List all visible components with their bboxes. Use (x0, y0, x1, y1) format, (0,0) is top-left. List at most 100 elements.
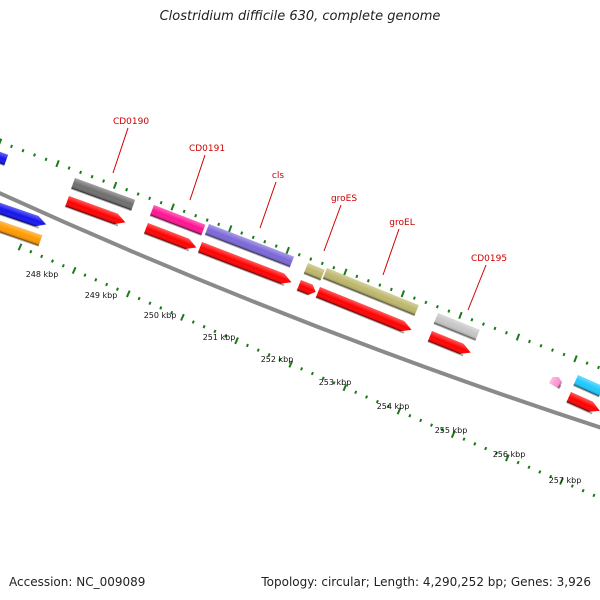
inner-tick (332, 381, 336, 385)
outer-tick (240, 231, 244, 235)
outer-tick (125, 187, 129, 192)
inner-tick (256, 348, 260, 352)
inner-tick (473, 442, 477, 446)
outer-tick (320, 261, 324, 266)
outer-tick (21, 148, 25, 153)
outer-tick (10, 144, 13, 149)
inner-tick (213, 329, 217, 334)
cds-groel (315, 287, 412, 334)
outer-tick (585, 361, 589, 365)
outer-tick (251, 235, 255, 240)
outer-tick (528, 339, 531, 344)
cds-cls (197, 242, 292, 287)
outer-tick (573, 355, 578, 363)
outer-tick (228, 225, 233, 233)
label-leader (112, 127, 129, 174)
inner-tick (234, 337, 239, 345)
outer-tick (79, 170, 83, 175)
gene-label: CD0190 (113, 117, 149, 127)
gene-label: CD0191 (189, 144, 225, 154)
gene-cyan-right (573, 375, 600, 398)
inner-tick (17, 243, 23, 251)
inner-tick (365, 395, 369, 399)
cds-cd0195 (427, 331, 471, 357)
outer-tick-ring (0, 138, 600, 370)
inner-tick (375, 399, 379, 404)
tick-label: 252 kbp (261, 355, 294, 364)
inner-tick (321, 376, 325, 380)
inner-tick (180, 313, 185, 321)
tick-label: 255 kbp (435, 426, 468, 435)
inner-tick (278, 357, 282, 362)
inner-tick (440, 428, 444, 432)
inner-tick (148, 301, 152, 306)
tick-label: 249 kbp (85, 291, 118, 300)
label-leader (382, 228, 400, 276)
outer-tick (504, 331, 508, 335)
inner-tick (484, 446, 488, 451)
inner-tick (408, 413, 412, 418)
gene-groes (303, 263, 325, 281)
inner-tick (105, 282, 109, 287)
outer-tick (112, 181, 118, 189)
inner-tick (170, 310, 174, 315)
inner-tick (581, 488, 585, 493)
outer-tick (285, 246, 290, 255)
cds-groes (296, 280, 316, 296)
outer-tick (597, 365, 600, 370)
outer-tick (274, 244, 278, 248)
outer-tick (389, 287, 393, 292)
inner-tick (538, 470, 542, 474)
inner-tick (71, 266, 77, 275)
genome-backbone (0, 191, 600, 430)
outer-tick (194, 213, 198, 218)
inner-tick-ring (17, 243, 596, 498)
inner-tick (267, 353, 271, 357)
inner-tick (494, 451, 499, 455)
gene-cls (204, 224, 294, 268)
outer-tick (470, 318, 474, 322)
label-leader (467, 264, 487, 311)
outer-tick (55, 160, 60, 168)
outer-tick (159, 200, 163, 205)
outer-tick (400, 290, 406, 298)
accession-text: Accession: NC_009089 (9, 575, 146, 589)
outer-tick (136, 192, 140, 196)
gene-cd0195 (433, 313, 480, 341)
inner-tick (430, 423, 434, 427)
outer-tick (217, 222, 221, 227)
inner-tick (396, 407, 402, 415)
inner-tick (288, 360, 294, 368)
outer-tick (205, 218, 209, 222)
outer-tick (148, 196, 152, 201)
outer-tick (170, 203, 175, 211)
outer-tick (481, 322, 485, 326)
outer-tick (378, 283, 382, 287)
gene-cd0191 (149, 205, 206, 236)
tick-label: 248 kbp (26, 270, 59, 279)
inner-tick (191, 320, 195, 324)
inner-tick (516, 460, 520, 465)
gene-label: groES (331, 194, 357, 204)
inner-tick (342, 383, 348, 392)
label-leader (189, 154, 206, 201)
outer-tick (424, 300, 428, 305)
gene-blue-lower (0, 201, 47, 229)
inner-tick (29, 249, 33, 254)
inner-tick (83, 273, 87, 277)
outer-tick (447, 309, 451, 313)
inner-tick (245, 343, 249, 348)
inner-tick (310, 371, 314, 376)
outer-tick (67, 166, 71, 170)
outer-tick (355, 274, 359, 279)
inner-tick (354, 390, 358, 395)
outer-tick (332, 265, 336, 270)
tick-labels: 248 kbp 249 kbp 250 kbp 251 kbp 252 kbp 253 k… (26, 270, 582, 485)
label-leader (259, 181, 277, 229)
inner-tick (559, 477, 564, 485)
outer-tick (493, 326, 497, 331)
inner-tick (40, 254, 44, 259)
inner-tick (592, 493, 596, 498)
inner-tick (94, 278, 98, 282)
